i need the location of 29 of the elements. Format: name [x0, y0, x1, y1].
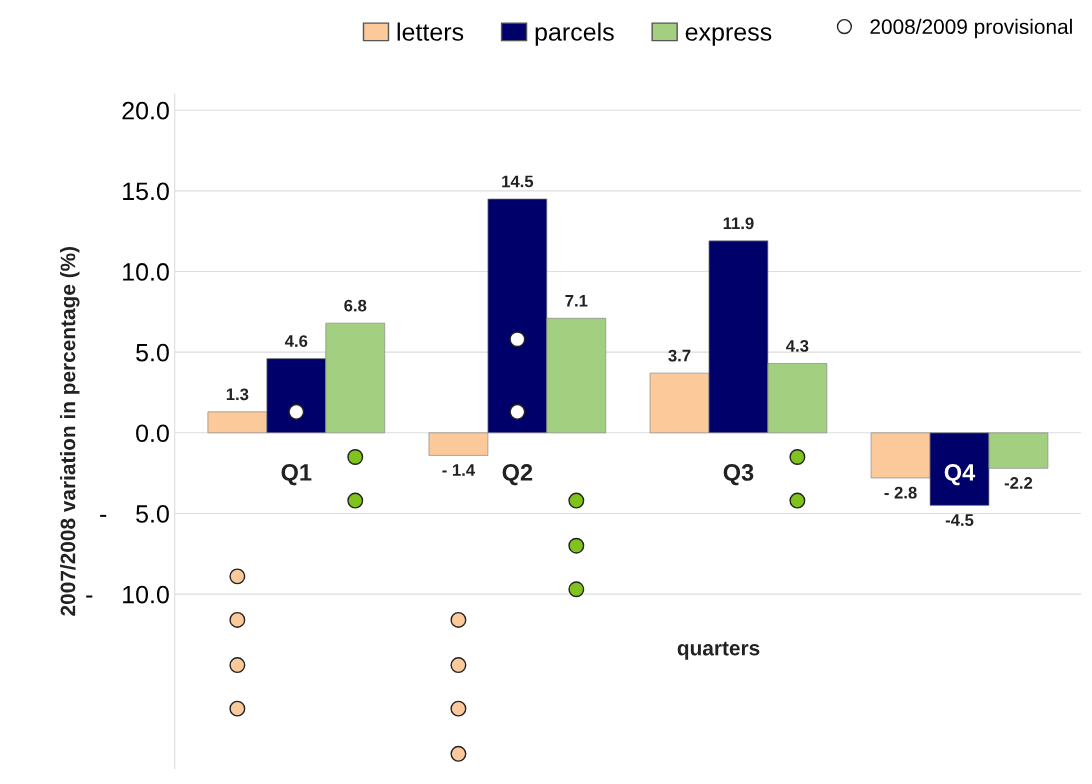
x-axis-title: quarters	[677, 641, 760, 660]
legend-label: parcels	[535, 22, 614, 46]
x-tick-label: Q3	[723, 464, 754, 486]
data-label: - 1.4	[442, 464, 475, 476]
data-label: 14.5	[502, 175, 534, 188]
y-tick-label: 0.0	[136, 424, 169, 443]
data-label: 1.3	[226, 388, 249, 401]
y-tick-label: - 10.0	[86, 585, 169, 604]
y-axis-title: 2007/2008 variation in percentage (%)	[60, 246, 80, 616]
x-tick-label: Q4	[944, 464, 976, 486]
y-tick-label: - 5.0	[100, 505, 169, 523]
x-tick-label: Q2	[502, 464, 533, 486]
data-label: 4.6	[284, 335, 308, 347]
data-label: 3.7	[668, 349, 691, 362]
data-label: 6.8	[344, 299, 367, 312]
y-tick-label: 5.0	[136, 343, 169, 362]
legend-label: letters	[397, 22, 464, 41]
y-tick-label: 15.0	[123, 182, 169, 201]
y-tick-label: 20.0	[122, 101, 169, 120]
legend-label: express	[685, 27, 772, 46]
legend-label: 2008/2009 provisional	[870, 18, 1072, 39]
x-tick-label: Q1	[281, 464, 312, 486]
data-label: 11.9	[723, 217, 754, 230]
y-tick-label: 10.0	[123, 263, 169, 281]
data-label: 7.1	[565, 295, 588, 307]
data-label: -4.5	[945, 514, 974, 526]
data-label: -2.2	[1004, 477, 1033, 489]
data-label: 4.3	[786, 340, 809, 352]
data-label: - 2.8	[884, 486, 917, 499]
